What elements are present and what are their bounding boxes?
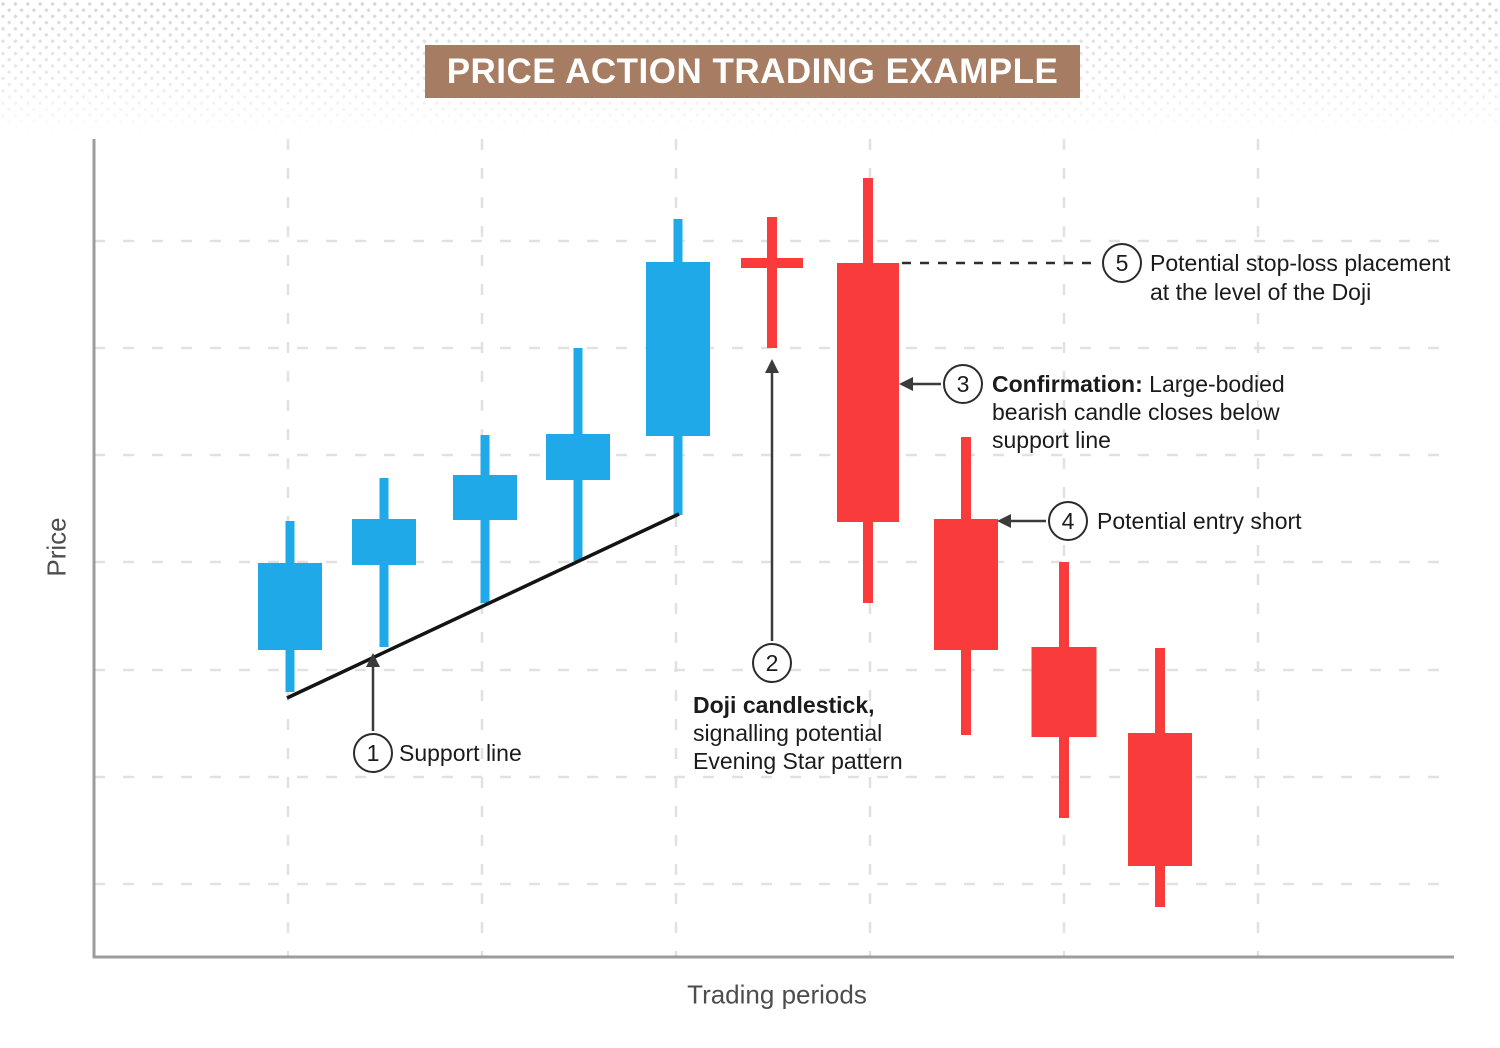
- candle-4-body: [546, 434, 610, 480]
- label-line: support line: [992, 427, 1111, 453]
- candle-1-body: [258, 563, 322, 650]
- callout-4-number-badge: 4: [1048, 501, 1088, 541]
- label-line: Potential entry short: [1097, 508, 1302, 534]
- page-title: PRICE ACTION TRADING EXAMPLE: [446, 51, 1059, 91]
- candle-6-body: [741, 258, 803, 268]
- annotation-arrowhead-4: [997, 514, 1011, 528]
- callout-5-number-badge: 5: [1102, 243, 1142, 283]
- title-banner: PRICE ACTION TRADING EXAMPLE: [425, 45, 1080, 98]
- callout-1-number: 1: [366, 739, 380, 766]
- annotation-arrowhead-1: [366, 653, 380, 667]
- callout-3-number-badge: 3: [943, 364, 983, 404]
- y-axis-label: Price: [41, 517, 72, 577]
- support-line: [286, 512, 680, 700]
- candle-3-body: [453, 475, 517, 520]
- callout-2-number: 2: [765, 649, 779, 676]
- label-line: Confirmation: Large-bodied: [992, 370, 1285, 398]
- label-line: Doji candlestick,: [693, 692, 875, 718]
- callout-2-number-badge: 2: [752, 643, 792, 683]
- candle-8-body: [934, 519, 998, 650]
- callout-3-label: Confirmation: Large-bodied bearish candl…: [992, 370, 1285, 454]
- label-line: Support line: [399, 740, 522, 766]
- callout-4-label: Potential entry short: [1097, 507, 1302, 535]
- callout-3-number: 3: [956, 370, 970, 397]
- x-axis-label: Trading periods: [687, 979, 867, 1010]
- candle-2-body: [352, 519, 416, 565]
- label-line: Evening Star pattern: [693, 748, 903, 774]
- label-line: Potential stop-loss placement: [1150, 250, 1451, 276]
- annotation-arrowhead-3: [899, 377, 913, 391]
- label-line: at the level of the Doji: [1150, 279, 1372, 305]
- candle-5-body: [646, 262, 710, 436]
- candle-7-body: [837, 263, 899, 522]
- callout-1-number-badge: 1: [353, 733, 393, 773]
- callout-5-number: 5: [1115, 249, 1129, 276]
- candle-10-body: [1128, 733, 1192, 866]
- callout-2-label: Doji candlestick, signalling potential E…: [693, 691, 903, 775]
- callout-1-label: Support line: [399, 739, 522, 767]
- label-line: signalling potential: [693, 720, 883, 746]
- label-segment: Large-bodied: [1142, 371, 1285, 397]
- label-line: bearish candle closes below: [992, 399, 1280, 425]
- annotation-arrowhead-2: [765, 359, 779, 373]
- label-bold-segment: Confirmation:: [992, 371, 1143, 397]
- candle-9-body: [1031, 647, 1097, 737]
- callout-5-label: Potential stop-loss placement at the lev…: [1150, 249, 1450, 307]
- callout-4-number: 4: [1061, 507, 1075, 534]
